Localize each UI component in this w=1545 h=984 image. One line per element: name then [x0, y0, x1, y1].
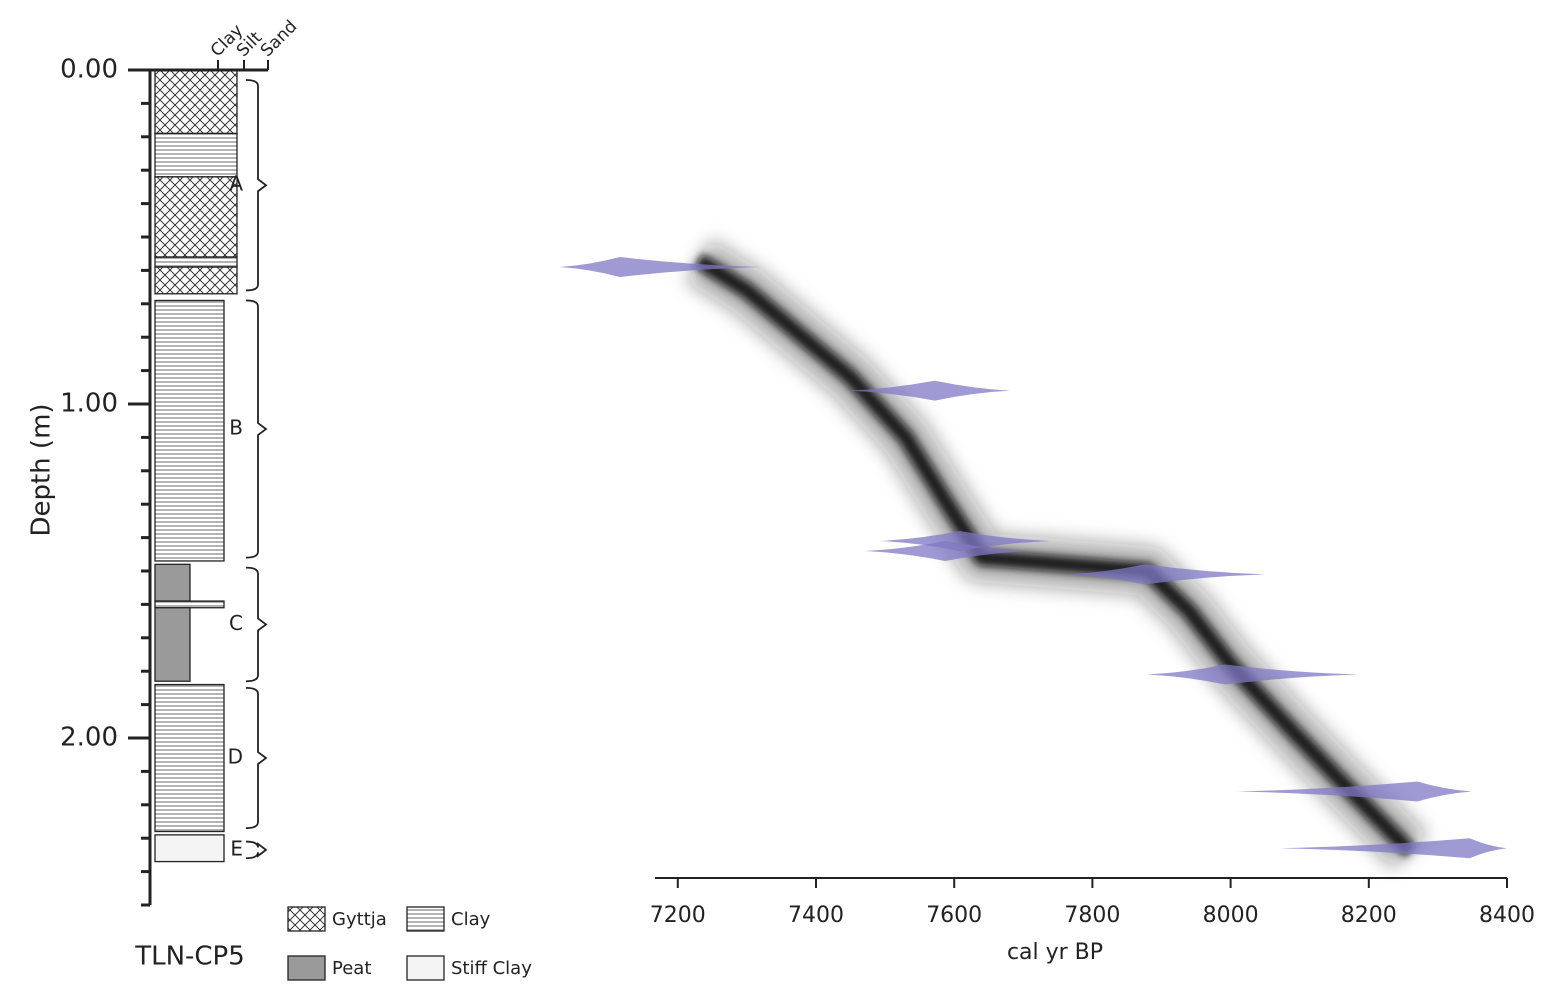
- date-distribution: [1279, 838, 1507, 859]
- y-axis-label: Depth (m): [27, 403, 57, 536]
- date-distribution: [1147, 664, 1358, 685]
- layer: [154, 299, 225, 562]
- legend-swatch: [406, 955, 445, 981]
- layer: [154, 176, 238, 258]
- unit-label: A: [229, 172, 243, 196]
- unit-label: C: [229, 611, 243, 635]
- unit-label: E: [230, 836, 243, 860]
- unit-label: D: [228, 745, 243, 769]
- legend-label: Stiff Clay: [451, 958, 532, 979]
- x-tick-label: 7200: [650, 903, 706, 928]
- legend-label: Peat: [332, 958, 371, 979]
- layer: [154, 132, 238, 178]
- layer: [154, 256, 238, 268]
- x-axis-label: cal yr BP: [1007, 940, 1103, 965]
- layer: [154, 266, 238, 295]
- model-median: [694, 253, 1416, 858]
- unit-bracket: [245, 79, 268, 292]
- x-tick-label: 8000: [1203, 903, 1259, 928]
- date-distribution: [559, 257, 761, 278]
- legend-swatch: [287, 906, 326, 932]
- x-tick-label: 8200: [1341, 903, 1397, 928]
- layer: [154, 683, 225, 833]
- legend-label: Gyttja: [332, 909, 387, 930]
- core-name: TLN-CP5: [134, 942, 245, 972]
- layer: [154, 563, 191, 602]
- unit-bracket: [245, 840, 268, 860]
- unit-label: B: [229, 416, 243, 440]
- date-distribution: [879, 530, 1050, 551]
- layer: [154, 69, 238, 135]
- layer: [154, 834, 225, 863]
- date-distribution: [1068, 564, 1266, 585]
- x-tick-label: 8400: [1479, 903, 1535, 928]
- date-distribution: [849, 380, 1011, 401]
- date-distribution: [865, 540, 1031, 561]
- legend-label: Clay: [451, 909, 491, 930]
- x-tick-label: 7600: [926, 903, 982, 928]
- x-tick-label: 7800: [1064, 903, 1120, 928]
- legend-swatch: [406, 906, 445, 932]
- grain-label: Sand: [257, 17, 301, 61]
- unit-bracket: [245, 299, 268, 559]
- y-tick-label: 1.00: [60, 389, 118, 419]
- y-tick-label: 2.00: [60, 723, 118, 753]
- layer: [154, 600, 225, 609]
- date-distribution: [1236, 781, 1472, 802]
- unit-bracket: [245, 687, 268, 830]
- y-tick-label: 0.00: [60, 55, 118, 85]
- x-tick-label: 7400: [788, 903, 844, 928]
- legend-swatch: [287, 955, 326, 981]
- layer: [154, 607, 191, 682]
- unit-bracket: [245, 566, 268, 683]
